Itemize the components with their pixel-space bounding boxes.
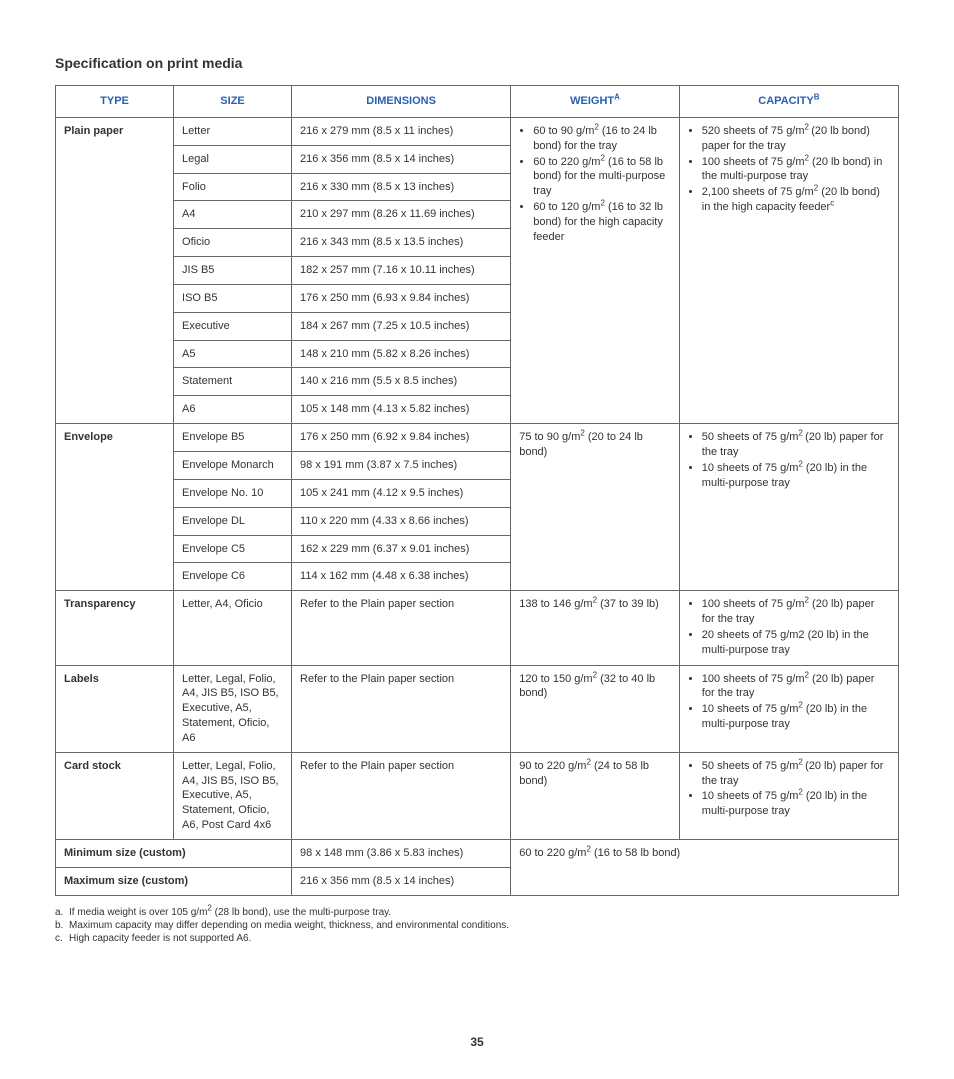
size-cell: Letter <box>174 117 292 145</box>
dim-cell: Refer to the Plain paper section <box>292 591 511 665</box>
type-labels: Labels <box>56 665 174 752</box>
th-weight: WEIGHTA <box>511 86 680 118</box>
weight-transparency: 138 to 146 g/m2 (37 to 39 lb) <box>511 591 680 665</box>
size-cell: Folio <box>174 173 292 201</box>
capacity-plain: 520 sheets of 75 g/m2 (20 lb bond) paper… <box>679 117 898 423</box>
type-cardstock: Card stock <box>56 752 174 839</box>
footnote-a: a. If media weight is over 105 g/m2 (28 … <box>55 906 899 919</box>
size-cell: Statement <box>174 368 292 396</box>
type-transparency: Transparency <box>56 591 174 665</box>
table-row: Plain paper Letter 216 x 279 mm (8.5 x 1… <box>56 117 899 145</box>
size-cell: Letter, Legal, Folio, A4, JIS B5, ISO B5… <box>174 752 292 839</box>
size-cell: Envelope No. 10 <box>174 479 292 507</box>
dim-cell: 216 x 356 mm (8.5 x 14 inches) <box>292 145 511 173</box>
capacity-cardstock: 50 sheets of 75 g/m2 (20 lb) paper for t… <box>679 752 898 839</box>
size-cell: Envelope DL <box>174 507 292 535</box>
size-cell: Envelope B5 <box>174 424 292 452</box>
dim-cell: 216 x 279 mm (8.5 x 11 inches) <box>292 117 511 145</box>
dim-cell: 210 x 297 mm (8.26 x 11.69 inches) <box>292 201 511 229</box>
size-cell: Envelope Monarch <box>174 451 292 479</box>
dim-cell: 216 x 330 mm (8.5 x 13 inches) <box>292 173 511 201</box>
dim-cell: 105 x 148 mm (4.13 x 5.82 inches) <box>292 396 511 424</box>
table-row: Minimum size (custom) 98 x 148 mm (3.86 … <box>56 840 899 868</box>
size-cell: Executive <box>174 312 292 340</box>
size-cell: JIS B5 <box>174 257 292 285</box>
th-capacity: CAPACITYB <box>679 86 898 118</box>
size-cell: Letter, A4, Oficio <box>174 591 292 665</box>
capacity-labels: 100 sheets of 75 g/m2 (20 lb) paper for … <box>679 665 898 752</box>
size-cell: A5 <box>174 340 292 368</box>
dim-cell: 110 x 220 mm (4.33 x 8.66 inches) <box>292 507 511 535</box>
dim-cell: 176 x 250 mm (6.93 x 9.84 inches) <box>292 284 511 312</box>
dim-cell: 98 x 191 mm (3.87 x 7.5 inches) <box>292 451 511 479</box>
size-cell: Envelope C6 <box>174 563 292 591</box>
min-size-label: Minimum size (custom) <box>56 840 292 868</box>
dim-cell: 176 x 250 mm (6.92 x 9.84 inches) <box>292 424 511 452</box>
dim-cell: 182 x 257 mm (7.16 x 10.11 inches) <box>292 257 511 285</box>
table-row: Labels Letter, Legal, Folio, A4, JIS B5,… <box>56 665 899 752</box>
size-cell: Legal <box>174 145 292 173</box>
footnote-b: b. Maximum capacity may differ depending… <box>55 919 899 932</box>
weight-envelope: 75 to 90 g/m2 (20 to 24 lb bond) <box>511 424 680 591</box>
spec-table: TYPE SIZE DIMENSIONS WEIGHTA CAPACITYB P… <box>55 85 899 896</box>
dim-cell: Refer to the Plain paper section <box>292 752 511 839</box>
dim-cell: 140 x 216 mm (5.5 x 8.5 inches) <box>292 368 511 396</box>
table-row: Envelope Envelope B5 176 x 250 mm (6.92 … <box>56 424 899 452</box>
dim-cell: Refer to the Plain paper section <box>292 665 511 752</box>
type-envelope: Envelope <box>56 424 174 591</box>
size-cell: A4 <box>174 201 292 229</box>
dim-cell: 184 x 267 mm (7.25 x 10.5 inches) <box>292 312 511 340</box>
dim-cell: 216 x 343 mm (8.5 x 13.5 inches) <box>292 229 511 257</box>
header-row: TYPE SIZE DIMENSIONS WEIGHTA CAPACITYB <box>56 86 899 118</box>
section-title: Specification on print media <box>55 55 899 71</box>
size-cell: A6 <box>174 396 292 424</box>
weight-custom: 60 to 220 g/m2 (16 to 58 lb bond) <box>511 840 899 896</box>
footnote-c: c. High capacity feeder is not supported… <box>55 932 899 945</box>
size-cell: ISO B5 <box>174 284 292 312</box>
table-row: Card stock Letter, Legal, Folio, A4, JIS… <box>56 752 899 839</box>
dim-cell: 216 x 356 mm (8.5 x 14 inches) <box>292 867 511 895</box>
size-cell: Letter, Legal, Folio, A4, JIS B5, ISO B5… <box>174 665 292 752</box>
weight-plain: 60 to 90 g/m2 (16 to 24 lb bond) for the… <box>511 117 680 423</box>
weight-labels: 120 to 150 g/m2 (32 to 40 lb bond) <box>511 665 680 752</box>
capacity-envelope: 50 sheets of 75 g/m2 (20 lb) paper for t… <box>679 424 898 591</box>
page-number: 35 <box>55 1035 899 1049</box>
dim-cell: 162 x 229 mm (6.37 x 9.01 inches) <box>292 535 511 563</box>
type-plain: Plain paper <box>56 117 174 423</box>
footnotes: a. If media weight is over 105 g/m2 (28 … <box>55 906 899 945</box>
dim-cell: 105 x 241 mm (4.12 x 9.5 inches) <box>292 479 511 507</box>
size-cell: Envelope C5 <box>174 535 292 563</box>
th-type: TYPE <box>56 86 174 118</box>
weight-cardstock: 90 to 220 g/m2 (24 to 58 lb bond) <box>511 752 680 839</box>
th-dimensions: DIMENSIONS <box>292 86 511 118</box>
dim-cell: 148 x 210 mm (5.82 x 8.26 inches) <box>292 340 511 368</box>
dim-cell: 98 x 148 mm (3.86 x 5.83 inches) <box>292 840 511 868</box>
dim-cell: 114 x 162 mm (4.48 x 6.38 inches) <box>292 563 511 591</box>
table-row: Transparency Letter, A4, Oficio Refer to… <box>56 591 899 665</box>
th-size: SIZE <box>174 86 292 118</box>
capacity-transparency: 100 sheets of 75 g/m2 (20 lb) paper for … <box>679 591 898 665</box>
size-cell: Oficio <box>174 229 292 257</box>
max-size-label: Maximum size (custom) <box>56 867 292 895</box>
